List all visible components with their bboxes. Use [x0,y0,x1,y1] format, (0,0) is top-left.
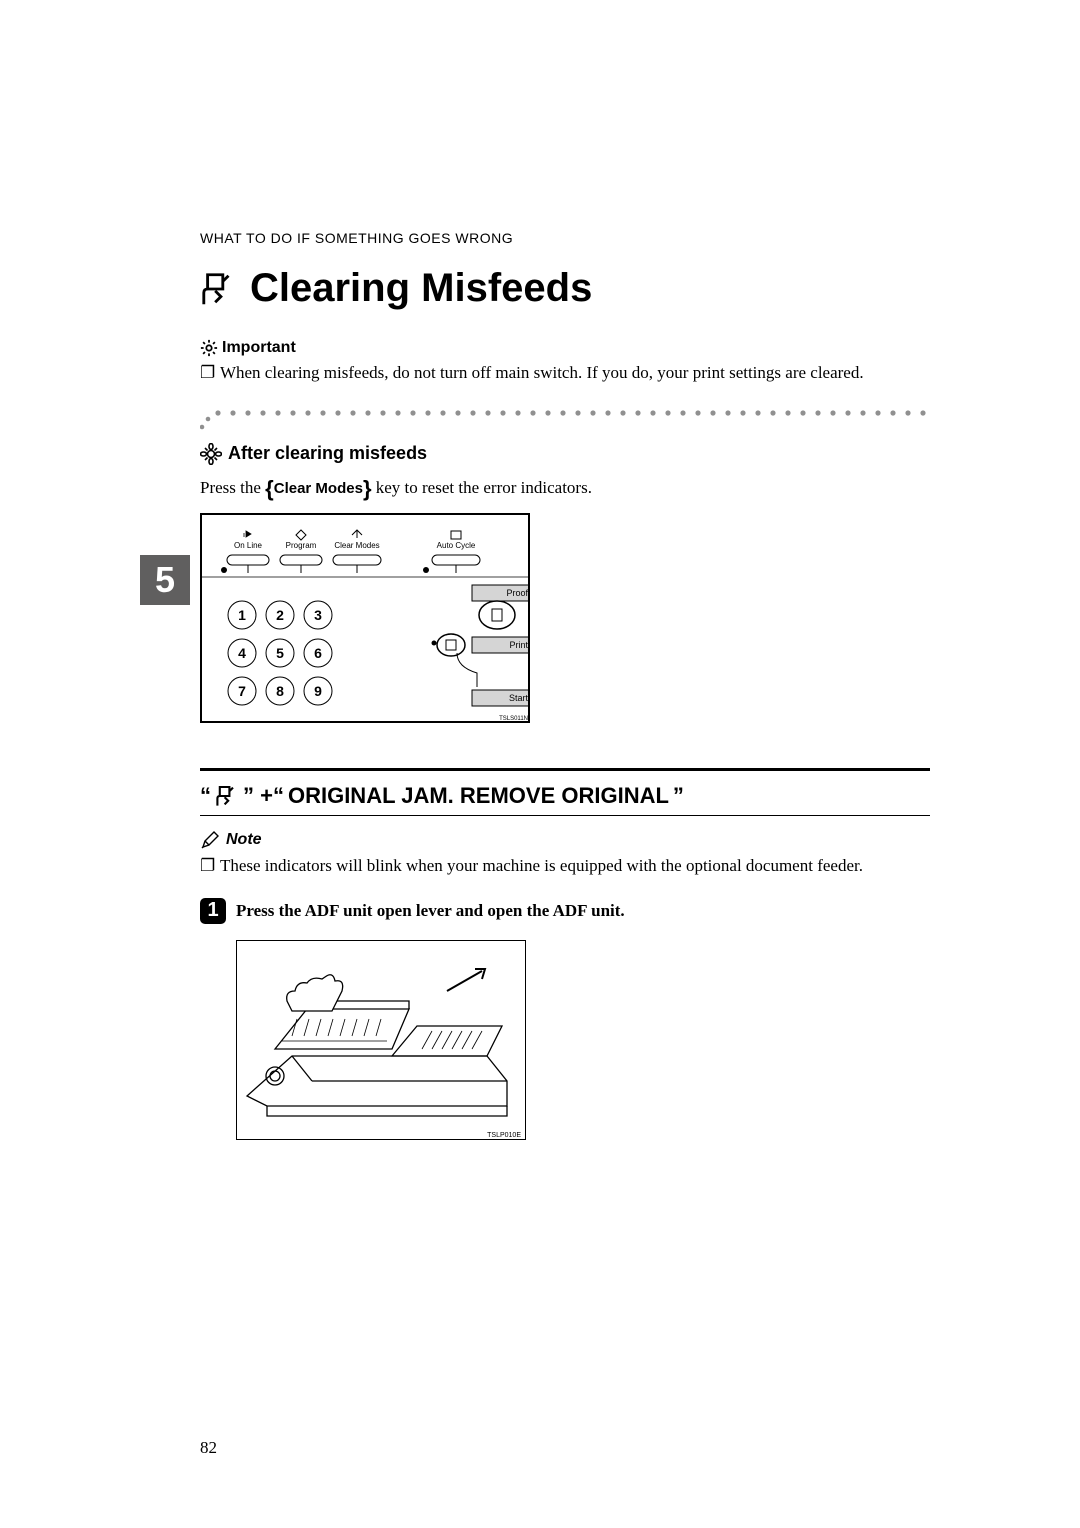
page-title-text: Clearing Misfeeds [250,266,592,311]
press-pre: Press the [200,478,265,497]
note-text: ❐ These indicators will blink when your … [218,854,930,878]
note-label: Note [226,831,262,849]
clear-modes-key: Clear Modes [274,480,363,497]
dotted-divider [200,405,930,433]
svg-text:1: 1 [238,607,246,623]
svg-text:Print: Print [509,640,528,650]
svg-text:5: 5 [276,645,284,661]
svg-text:2: 2 [276,607,284,623]
step-number: 1 [200,898,226,924]
quote: ” [673,783,684,809]
svg-text:9: 9 [314,683,322,699]
tip-icon [200,443,222,465]
svg-text:TSLS011N: TSLS011N [499,716,528,722]
running-head: WHAT TO DO IF SOMETHING GOES WRONG [200,230,930,246]
misfeed-icon [200,270,238,308]
page-number: 82 [200,1438,217,1458]
note-heading: Note [200,830,930,850]
svg-text:7: 7 [238,683,246,699]
after-clearing-text: After clearing misfeeds [228,443,427,464]
subhead-text: ORIGINAL JAM. REMOVE ORIGINAL [288,783,669,809]
svg-text:6: 6 [314,645,322,661]
page-title: Clearing Misfeeds [200,266,930,311]
note-body: These indicators will blink when your ma… [220,856,863,875]
misfeed-small-icon [215,784,239,808]
press-instruction: Press the {Clear Modes} key to reset the… [200,473,930,499]
svg-text:Program: Program [286,541,317,550]
important-heading: Important [200,339,930,357]
svg-text:TSLP010E: TSLP010E [487,1132,521,1139]
section-subhead: “ ” +“ ORIGINAL JAM. REMOVE ORIGINAL ” [200,779,930,816]
step-1: 1 Press the ADF unit open lever and open… [200,898,930,924]
important-text: ❐ When clearing misfeeds, do not turn of… [218,361,930,385]
step-text: Press the ADF unit open lever and open t… [236,901,625,921]
svg-text:8: 8 [276,683,284,699]
svg-text:Clear Modes: Clear Modes [334,541,379,550]
adf-figure: TSLP010E [236,940,526,1140]
chapter-tab: 5 [140,555,190,605]
important-label: Important [222,339,296,357]
svg-text:On Line: On Line [234,541,263,550]
svg-text:Proof: Proof [506,588,528,598]
svg-text:Start: Start [509,693,529,703]
after-clearing-heading: After clearing misfeeds [200,443,930,465]
svg-text:Auto Cycle: Auto Cycle [437,541,476,550]
pen-icon [200,830,220,850]
important-body: When clearing misfeeds, do not turn off … [220,363,864,382]
press-post: key to reset the error indicators. [372,478,592,497]
gear-icon [200,339,218,357]
quote: ” +“ [243,783,284,809]
quote: “ [200,783,211,809]
control-panel-figure: On Line Program Clear Modes Auto Cycle P… [200,513,530,723]
svg-text:3: 3 [314,607,322,623]
svg-text:4: 4 [238,645,246,661]
